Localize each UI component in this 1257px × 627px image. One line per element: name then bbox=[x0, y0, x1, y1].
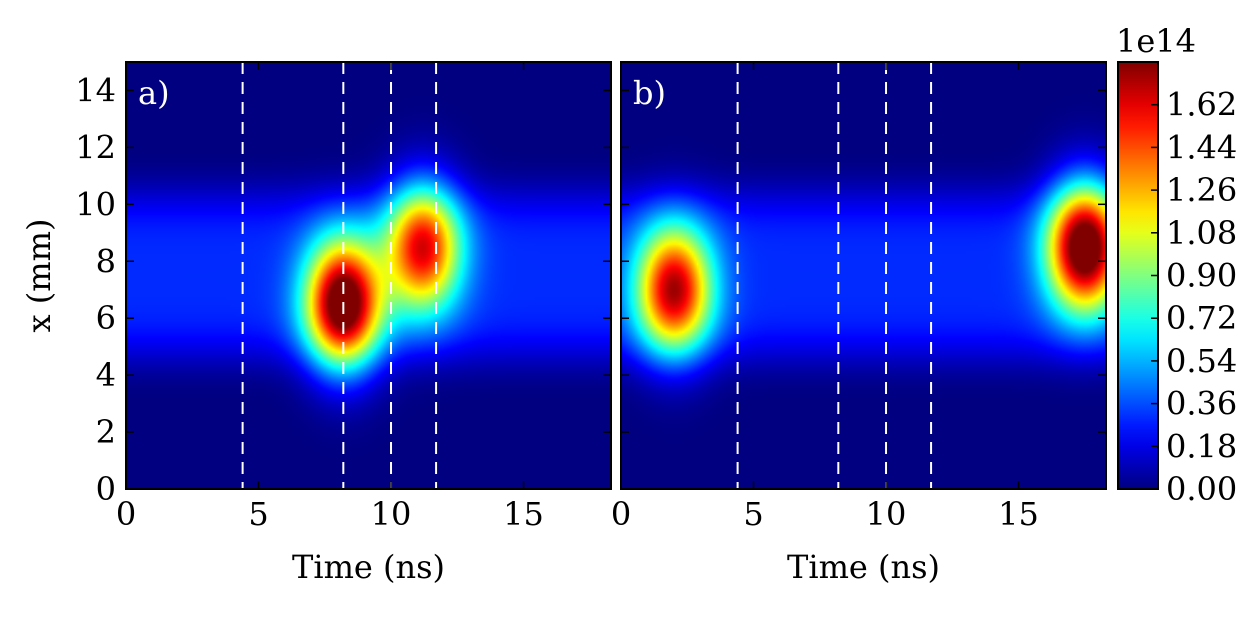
colorbar-tick-label: 0.90 bbox=[1166, 257, 1237, 295]
panel-label: b) bbox=[633, 74, 666, 112]
y-tick-label: 10 bbox=[75, 185, 116, 223]
panels: a) 0 5 10 15 0 2 4 6 8 10 12 14 Time (ns) x (mm) b) 0 5 10… bbox=[20, 61, 1107, 586]
heatmap-image bbox=[621, 62, 1106, 489]
colorbar-tick-label: 1.44 bbox=[1166, 128, 1237, 166]
colorbar-tick-label: 1.08 bbox=[1166, 214, 1237, 252]
colorbar: 0.00 0.18 0.36 0.54 0.72 0.90 1.08 1.26 1.44 1.62… bbox=[1116, 22, 1237, 508]
colorbar-tick-label: 0.36 bbox=[1166, 385, 1237, 423]
x-axis-label: Time (ns) bbox=[292, 548, 445, 586]
axes-frame bbox=[125, 61, 612, 490]
panel-b: b) 0 5 10 15 Time (ns) bbox=[611, 61, 1107, 586]
axes-frame bbox=[620, 61, 1107, 490]
x-tick-label: 5 bbox=[248, 495, 268, 533]
colorbar-tick-label: 0.18 bbox=[1166, 427, 1237, 465]
x-tick-label: 0 bbox=[611, 495, 631, 533]
x-axis-label: Time (ns) bbox=[787, 548, 940, 586]
x-tick-label: 15 bbox=[998, 495, 1039, 533]
colorbar-tick-label: 0.00 bbox=[1166, 470, 1237, 508]
y-tick-label: 0 bbox=[96, 470, 116, 508]
heatmap-image bbox=[126, 62, 611, 489]
y-tick-label: 4 bbox=[96, 356, 116, 394]
colorbar-tick-label: 1.26 bbox=[1166, 171, 1237, 209]
panel-label: a) bbox=[138, 74, 170, 112]
x-tick-label: 5 bbox=[743, 495, 763, 533]
panel-a: a) 0 5 10 15 0 2 4 6 8 10 12 14 Time (ns) x (mm) bbox=[20, 61, 612, 586]
x-tick-label: 15 bbox=[503, 495, 544, 533]
x-tick-label: 10 bbox=[371, 495, 412, 533]
y-tick-label: 6 bbox=[96, 299, 116, 337]
y-axis-label: x (mm) bbox=[20, 219, 58, 333]
y-tick-label: 14 bbox=[75, 71, 116, 109]
colorbar-tick-label: 1.62 bbox=[1166, 86, 1237, 124]
x-tick-label: 10 bbox=[866, 495, 907, 533]
colorbar-tick-label: 0.54 bbox=[1166, 342, 1237, 380]
colorbar-exponent-label: 1e14 bbox=[1116, 22, 1196, 60]
y-tick-label: 12 bbox=[75, 128, 116, 166]
y-tick-label: 2 bbox=[96, 413, 116, 451]
y-tick-label: 8 bbox=[96, 242, 116, 280]
x-tick-label: 0 bbox=[116, 495, 136, 533]
colorbar-tick-label: 0.72 bbox=[1166, 299, 1237, 337]
